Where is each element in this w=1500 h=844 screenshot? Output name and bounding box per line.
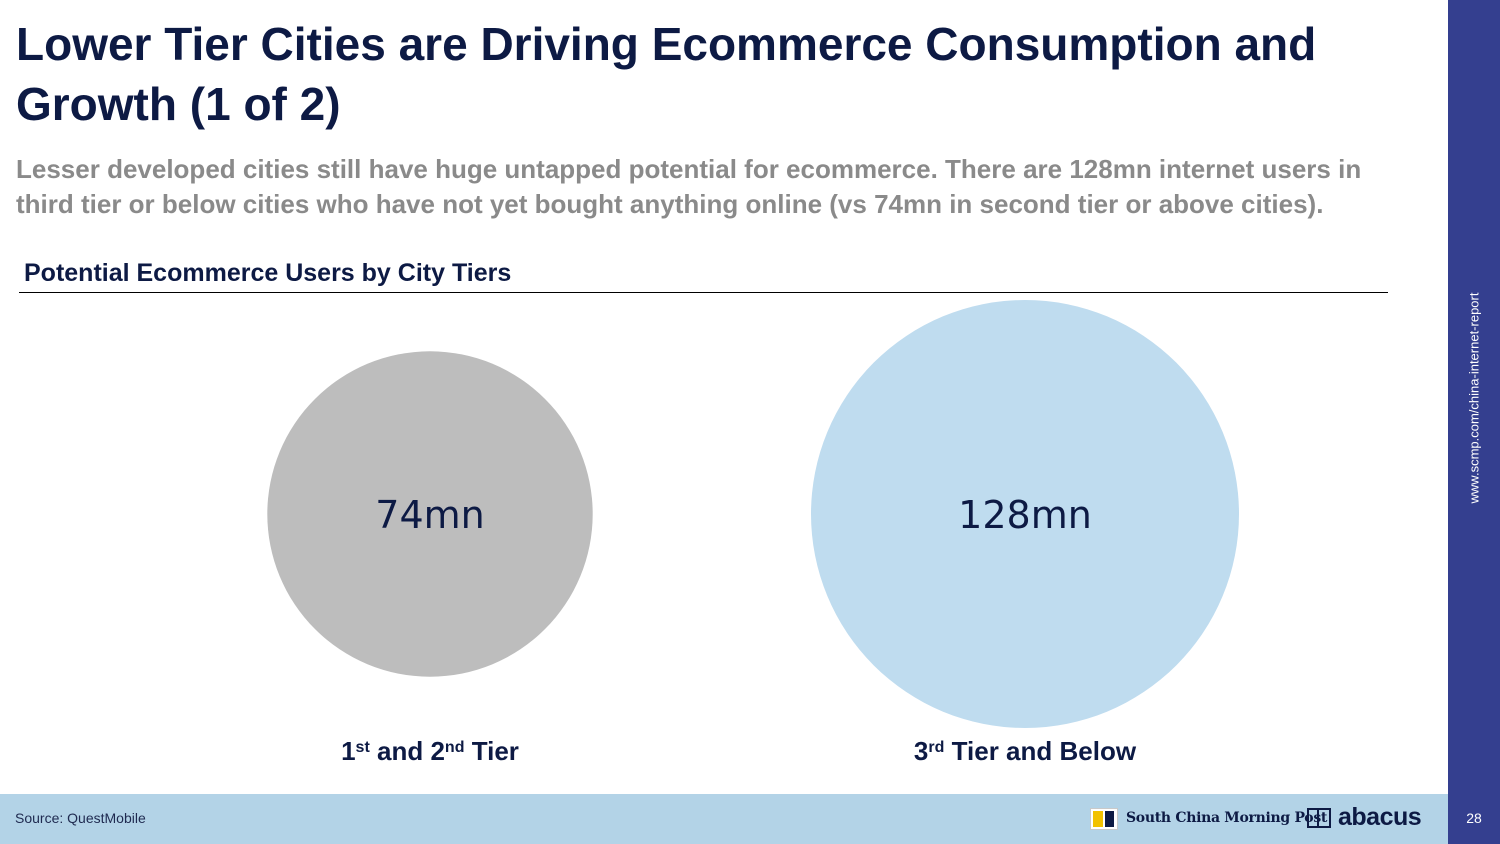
- page-title: Lower Tier Cities are Driving Ecommerce …: [16, 18, 1317, 130]
- scmp-logo-mark-icon: [1090, 808, 1118, 830]
- bubble-1: [267, 351, 593, 677]
- footer: Source: QuestMobile South China Morning …: [0, 794, 1448, 844]
- page-number: 28: [1466, 810, 1482, 826]
- side-url: www.scmp.com/china-internet-report: [1466, 292, 1482, 504]
- category-label-1: 1st and 2nd Tier: [341, 736, 519, 766]
- side-band: [1448, 0, 1500, 844]
- bubble-chart: 74mn 1st and 2nd Tier 128mn 3rd Tier and Be…: [267, 300, 1239, 766]
- scmp-logo-text: South China Morning Post: [1126, 810, 1328, 826]
- slide-subtitle: Lesser developed cities still have huge …: [16, 154, 1362, 219]
- source-note: Source: QuestMobile: [15, 810, 146, 826]
- chart-title-rule: [19, 292, 1388, 293]
- abacus-logo-text: abacus: [1338, 803, 1422, 831]
- abacus-logo-mark-icon: [1307, 808, 1331, 828]
- bubble-2: [811, 300, 1239, 728]
- chart-title: Potential Ecommerce Users by City Tiers: [24, 259, 512, 287]
- bubble-value-label-1: 74mn: [375, 493, 484, 537]
- category-label-2: 3rd Tier and Below: [914, 736, 1137, 766]
- bubble-value-label-2: 128mn: [958, 493, 1092, 537]
